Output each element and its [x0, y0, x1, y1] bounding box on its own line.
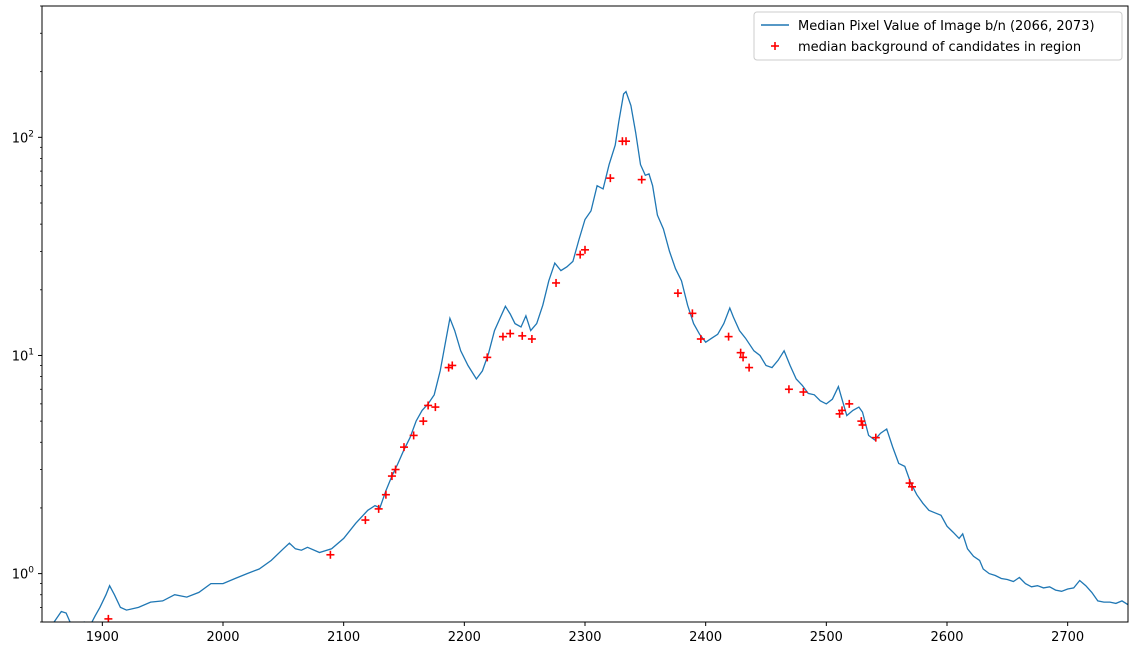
scatter-point — [784, 385, 793, 394]
legend-marker-swatch — [771, 42, 779, 50]
scatter-point — [448, 361, 457, 370]
scatter-point — [400, 443, 408, 452]
scatter-point — [745, 363, 754, 372]
y-tick-label: 102 — [12, 129, 34, 146]
scatter-point — [606, 174, 615, 183]
plot-frame — [41, 5, 1129, 623]
legend-label-scatter: median background of candidates in regio… — [798, 40, 1081, 55]
x-tick-label: 2600 — [930, 630, 963, 645]
scatter-point — [391, 465, 400, 474]
scatter-point — [506, 329, 515, 338]
scatter-point — [908, 482, 917, 491]
scatter-point — [736, 348, 745, 357]
scatter-point — [552, 278, 561, 287]
x-tick-label: 2100 — [327, 630, 360, 645]
scatter-point — [799, 388, 808, 397]
scatter-point — [858, 421, 867, 430]
scatter-point — [857, 417, 866, 426]
scatter-point — [374, 504, 383, 513]
x-tick-label: 2300 — [568, 630, 601, 645]
scatter-point — [688, 309, 697, 318]
scatter-point — [326, 550, 335, 559]
legend: Median Pixel Value of Image b/n (2066, 2… — [753, 11, 1123, 61]
scatter-point — [622, 137, 631, 146]
series-line — [52, 90, 1128, 622]
y-tick-label: 100 — [12, 566, 35, 583]
scatter-point — [871, 433, 880, 442]
legend-box — [753, 11, 1123, 61]
scatter-point — [576, 250, 585, 259]
scatter-point — [673, 289, 682, 298]
x-tick-label: 2400 — [689, 630, 722, 645]
scatter-point — [739, 353, 748, 362]
scatter-point — [724, 332, 733, 341]
scatter-point — [361, 516, 370, 525]
x-tick-label: 1900 — [86, 630, 119, 645]
x-tick-label: 2200 — [448, 630, 481, 645]
scatter-point — [637, 175, 646, 184]
scatter-point — [581, 245, 589, 254]
legend-plus-marker — [771, 42, 779, 50]
plot-area — [42, 6, 1128, 622]
scatter-point — [381, 490, 390, 499]
legend-label-line: Median Pixel Value of Image b/n (2066, 2… — [798, 19, 1095, 34]
scatter-point — [419, 417, 428, 426]
scatter-point — [431, 403, 440, 412]
scatter-point — [424, 401, 433, 410]
scatter-point — [527, 334, 536, 343]
scatter-point — [483, 353, 492, 362]
scatter-point — [498, 332, 507, 341]
scatter-point — [518, 331, 527, 340]
scatter-point — [696, 334, 705, 343]
y-tick-label: 101 — [12, 347, 34, 364]
scatter-point — [838, 406, 847, 415]
scatter-point — [845, 399, 854, 408]
x-tick-label: 2700 — [1051, 630, 1084, 645]
scatter-point — [409, 431, 418, 440]
scatter-point — [387, 472, 396, 481]
x-tick-label: 2000 — [206, 630, 239, 645]
x-tick-label: 2500 — [810, 630, 843, 645]
